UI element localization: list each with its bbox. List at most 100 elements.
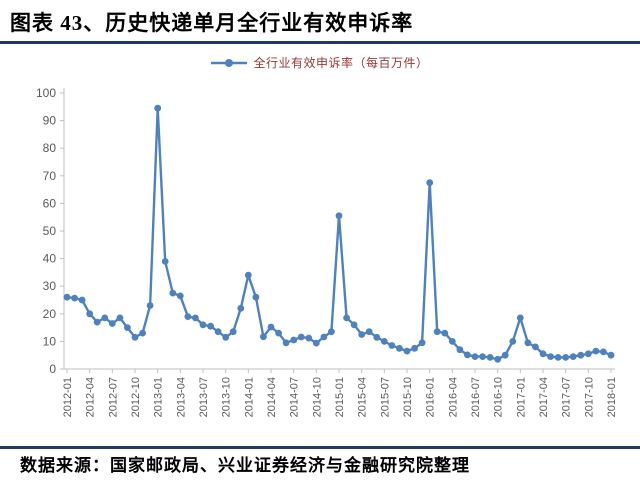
- data-point-marker: [562, 354, 570, 361]
- data-point-marker: [101, 314, 109, 322]
- x-axis-tick-label: 2017-07: [561, 377, 573, 417]
- legend-line-marker-icon: [211, 58, 248, 67]
- y-axis-tick-label: 30: [43, 279, 57, 293]
- x-axis-tick-label: 2013-04: [175, 377, 187, 417]
- data-point-marker: [524, 339, 532, 347]
- data-point-marker: [532, 343, 539, 351]
- x-axis-tick-label: 2012-01: [62, 377, 74, 417]
- data-series-line: [65, 106, 613, 361]
- y-axis-tick-label: 0: [49, 362, 56, 376]
- data-point-marker: [312, 339, 320, 347]
- data-point-marker: [592, 347, 600, 355]
- data-point-marker: [577, 351, 585, 359]
- data-point-marker: [547, 353, 554, 360]
- data-point-marker: [486, 354, 494, 361]
- x-axis-tick-label: 2012-10: [130, 377, 142, 417]
- data-point-marker: [584, 350, 592, 358]
- x-axis-tick-label: 2015-01: [334, 377, 346, 417]
- data-point-marker: [479, 353, 486, 360]
- data-point-marker: [305, 334, 313, 342]
- y-axis-tick-label: 60: [43, 196, 57, 210]
- x-axis-tick-label: 2014-07: [289, 377, 301, 417]
- data-point-marker: [146, 302, 154, 309]
- y-axis-tick-label: 70: [43, 169, 57, 183]
- data-point-marker: [509, 338, 517, 345]
- data-point-marker: [229, 328, 237, 336]
- chart-legend: 全行业有效申诉率（每百万件）: [0, 54, 640, 71]
- data-point-marker: [297, 333, 305, 341]
- data-point-marker: [260, 333, 267, 341]
- data-point-marker: [290, 336, 298, 344]
- data-point-marker: [388, 342, 396, 349]
- data-point-marker: [448, 338, 456, 345]
- data-point-marker: [124, 324, 131, 331]
- data-point-marker: [365, 328, 373, 336]
- data-point-marker: [569, 353, 577, 360]
- data-point-marker: [222, 333, 230, 341]
- data-point-marker: [207, 322, 215, 330]
- data-point-marker: [184, 313, 192, 320]
- y-axis-tick-label: 10: [43, 334, 57, 348]
- data-point-marker: [116, 314, 124, 322]
- x-axis-tick-label: 2018-01: [606, 377, 618, 417]
- data-point-marker: [328, 328, 335, 336]
- x-axis-tick-label: 2014-10: [311, 377, 323, 417]
- title-divider: [0, 41, 640, 44]
- data-point-marker: [275, 329, 282, 337]
- x-axis-tick-label: 2016-07: [470, 377, 482, 417]
- data-point-marker: [282, 339, 290, 347]
- data-point-marker: [237, 304, 245, 312]
- y-axis-tick-label: 80: [43, 141, 57, 155]
- data-point-marker: [214, 328, 222, 336]
- x-axis-tick-label: 2016-10: [493, 377, 505, 417]
- data-point-marker: [494, 355, 502, 363]
- data-point-marker: [464, 351, 471, 359]
- y-axis-tick-label: 40: [43, 252, 57, 266]
- x-axis-tick-label: 2013-10: [221, 377, 233, 417]
- data-point-marker: [335, 212, 343, 220]
- data-point-marker: [252, 293, 260, 301]
- legend-label: 全行业有效申诉率（每百万件）: [253, 56, 429, 70]
- data-point-marker: [154, 104, 162, 112]
- data-point-marker: [396, 344, 403, 352]
- data-point-marker: [600, 348, 607, 356]
- data-point-marker: [501, 351, 509, 359]
- data-point-marker: [350, 321, 358, 329]
- data-point-marker: [320, 333, 328, 341]
- data-point-marker: [539, 350, 547, 358]
- data-point-marker: [161, 258, 169, 265]
- x-axis-tick-label: 2015-07: [379, 377, 391, 417]
- data-point-marker: [86, 310, 94, 318]
- data-point-marker: [418, 339, 426, 347]
- data-point-marker: [78, 296, 86, 304]
- data-point-marker: [244, 271, 252, 279]
- x-axis-tick-label: 2017-01: [515, 377, 527, 417]
- data-point-marker: [433, 328, 441, 336]
- data-point-marker: [358, 331, 366, 338]
- data-point-marker: [139, 329, 147, 337]
- x-axis-tick-label: 2017-10: [583, 377, 595, 417]
- x-axis-tick-label: 2015-04: [357, 377, 369, 417]
- x-axis-tick-label: 2017-04: [538, 377, 550, 417]
- data-point-marker: [516, 314, 524, 322]
- data-point-marker: [93, 318, 101, 326]
- data-point-marker: [554, 354, 562, 361]
- y-axis-tick-label: 90: [43, 114, 57, 128]
- data-point-marker: [267, 323, 275, 331]
- x-axis-tick-label: 2016-01: [425, 377, 437, 417]
- data-point-marker: [169, 289, 177, 297]
- x-axis-tick-label: 2013-01: [153, 377, 165, 417]
- data-point-marker: [471, 353, 479, 360]
- data-point-marker: [607, 351, 615, 359]
- x-axis-tick-label: 2015-10: [402, 377, 414, 417]
- data-point-marker: [71, 294, 78, 302]
- y-axis-tick-label: 50: [43, 224, 57, 238]
- data-point-marker: [343, 314, 350, 322]
- x-axis-tick-label: 2012-04: [85, 377, 97, 417]
- data-point-marker: [108, 320, 116, 327]
- data-point-marker: [456, 346, 464, 354]
- x-axis-tick-label: 2014-01: [243, 377, 255, 417]
- data-point-marker: [441, 329, 449, 337]
- data-point-marker: [426, 179, 434, 187]
